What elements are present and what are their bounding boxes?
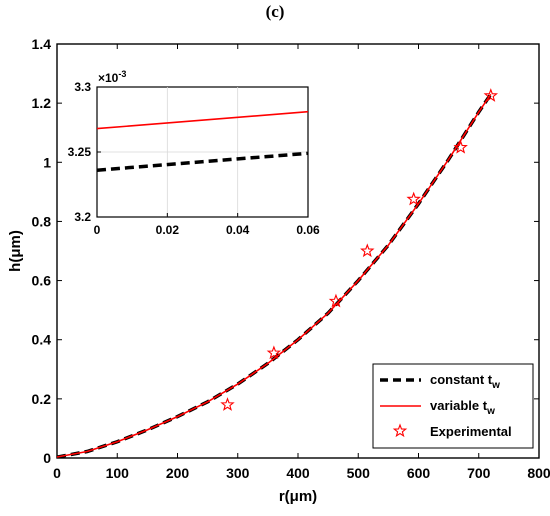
inset-x-tick-label: 0.04 (226, 223, 250, 237)
x-tick-label: 400 (286, 465, 310, 481)
legend-swatch-experimental (392, 423, 408, 438)
x-tick-label: 300 (226, 465, 250, 481)
inset-variable-tw-line (97, 110, 308, 130)
inset-constant-tw-line (97, 151, 308, 172)
inset-y-exponent: ×10-3 (98, 69, 126, 85)
y-axis-label: h(μm) (7, 230, 24, 272)
inset-y-tick-label: 3.2 (74, 210, 91, 224)
x-tick-label: 700 (467, 465, 491, 481)
y-axis-ticks: 0 0.2 0.4 0.6 0.8 1 1.2 1.4 (32, 36, 539, 466)
y-tick-label: 0.4 (32, 332, 52, 348)
y-tick-label: 0.6 (32, 273, 52, 289)
legend-label-experimental: Experimental (430, 424, 512, 439)
inset-series (97, 110, 308, 172)
experimental-point (453, 139, 468, 154)
experimental-point (483, 88, 499, 102)
inset-y-tick-label: 3.3 (74, 80, 91, 94)
y-tick-label: 1 (43, 154, 51, 170)
experimental-point (266, 345, 282, 360)
x-tick-label: 100 (106, 465, 130, 481)
experimental-markers (220, 88, 499, 411)
inset-x-tick-label: 0.02 (156, 223, 180, 237)
experimental-point (360, 243, 375, 258)
y-tick-label: 0 (43, 450, 51, 466)
experimental-point (220, 397, 235, 411)
legend: constant tw variable tw Experimental (372, 363, 534, 449)
inset-grid (97, 87, 308, 217)
x-tick-label: 500 (347, 465, 371, 481)
inset-x-axis-ticks: 0 0.02 0.04 0.06 (94, 213, 320, 237)
x-axis-label: r(μm) (279, 488, 317, 505)
legend-label-constant: constant tw (430, 372, 500, 391)
inset-y-tick-label: 3.25 (68, 145, 92, 159)
panel-label: (c) (265, 2, 285, 21)
y-tick-label: 1.4 (32, 36, 52, 52)
x-tick-label: 0 (53, 465, 61, 481)
experimental-point (328, 293, 344, 308)
y-tick-label: 0.8 (32, 213, 52, 229)
inset-x-tick-label: 0.06 (296, 223, 320, 237)
x-axis-ticks: 0 100 200 300 400 500 600 700 800 (53, 44, 550, 481)
x-tick-label: 800 (527, 465, 550, 481)
x-tick-label: 600 (407, 465, 431, 481)
x-tick-label: 200 (166, 465, 190, 481)
y-tick-label: 1.2 (32, 95, 52, 111)
inset-x-tick-label: 0 (94, 223, 101, 237)
legend-star-icon (392, 423, 408, 438)
main-series (57, 93, 493, 458)
variable-tw-line (57, 93, 492, 458)
legend-label-variable: variable tw (430, 398, 495, 417)
inset-y-axis-ticks: 3.2 3.25 3.3 (68, 80, 101, 224)
y-tick-label: 0.2 (32, 391, 52, 407)
experimental-point (406, 191, 421, 206)
